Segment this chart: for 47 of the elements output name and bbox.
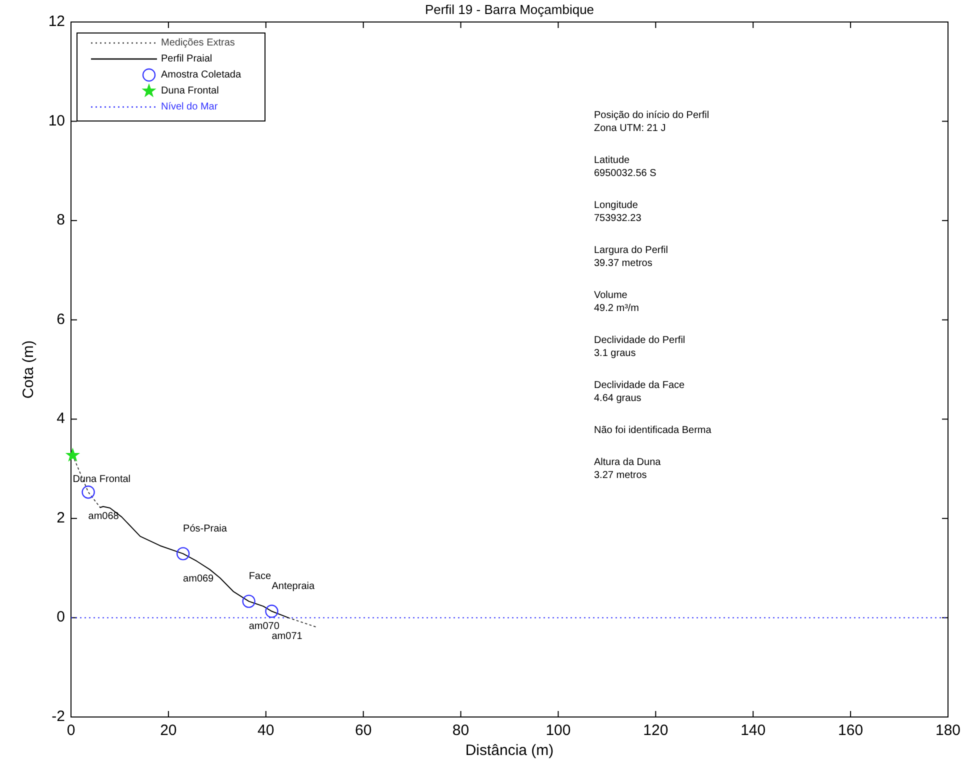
y-tick-label: 6 <box>56 310 65 328</box>
text: Medições Extras <box>161 38 235 49</box>
point <box>82 486 95 499</box>
y-tick-label: 0 <box>56 608 65 626</box>
point <box>176 547 190 560</box>
x-tick-label: 80 <box>452 722 470 739</box>
annotation: am071 <box>272 630 303 642</box>
annotation: Declividade da Face 4.64 graus <box>594 380 686 404</box>
text: Perfil Praial <box>161 54 212 65</box>
annotation: Face <box>248 570 272 582</box>
x-tick-label: 100 <box>546 722 571 739</box>
x-tick-label: 20 <box>160 722 177 739</box>
legend-label: Duna Frontal <box>161 86 219 97</box>
y-tick-label: -2 <box>52 708 65 725</box>
annotation: am068 <box>88 510 120 522</box>
chart-title: Perfil 19 - Barra Moçambique <box>424 2 594 17</box>
y-tick-label: 8 <box>56 212 65 229</box>
x-tick-label: 160 <box>838 722 864 739</box>
annotation: Duna Frontal <box>72 474 131 486</box>
y-tick-label: 2 <box>56 509 65 526</box>
x-tick-label: 180 <box>935 722 961 739</box>
annotation: Antepraia <box>272 580 315 592</box>
point <box>242 594 256 608</box>
point <box>265 604 278 618</box>
y-axis-title: Cota (m) <box>20 340 37 399</box>
annotation: Declividade do Perfil 3.1 graus <box>594 335 686 359</box>
annotation: Posição do início do Perfil Zona UTM: 21 J <box>594 110 710 134</box>
annotation: am070 <box>248 620 280 632</box>
x-axis-title: Distância (m) <box>465 742 554 759</box>
annotation: Longitude 753932.23 <box>594 200 642 224</box>
y-tick-label: 10 <box>48 112 65 130</box>
y-tick-label: 4 <box>56 410 65 428</box>
legend-label: Amostra Coletada <box>161 70 242 81</box>
point <box>66 448 80 462</box>
annotation: am069 <box>183 573 214 584</box>
annotation: Volume 49.2 m³/m <box>594 290 640 314</box>
annotation: Não foi identificada Berma <box>594 425 712 436</box>
annotation: Pós-Praia <box>183 523 228 534</box>
x-tick-label: 140 <box>740 722 766 739</box>
annotation: Latitude 6950032.56 S <box>594 155 657 179</box>
x-tick-label: 40 <box>258 722 274 739</box>
x-tick-label: 60 <box>354 722 372 739</box>
annotation: Largura do Perfil 39.37 metros <box>594 245 668 269</box>
ref-line-label: Nível do Mar <box>161 102 218 113</box>
annotation: Altura da Duna 3.27 metros <box>594 457 662 481</box>
y-tick-label: 12 <box>48 12 65 30</box>
x-tick-label: 120 <box>643 722 668 739</box>
